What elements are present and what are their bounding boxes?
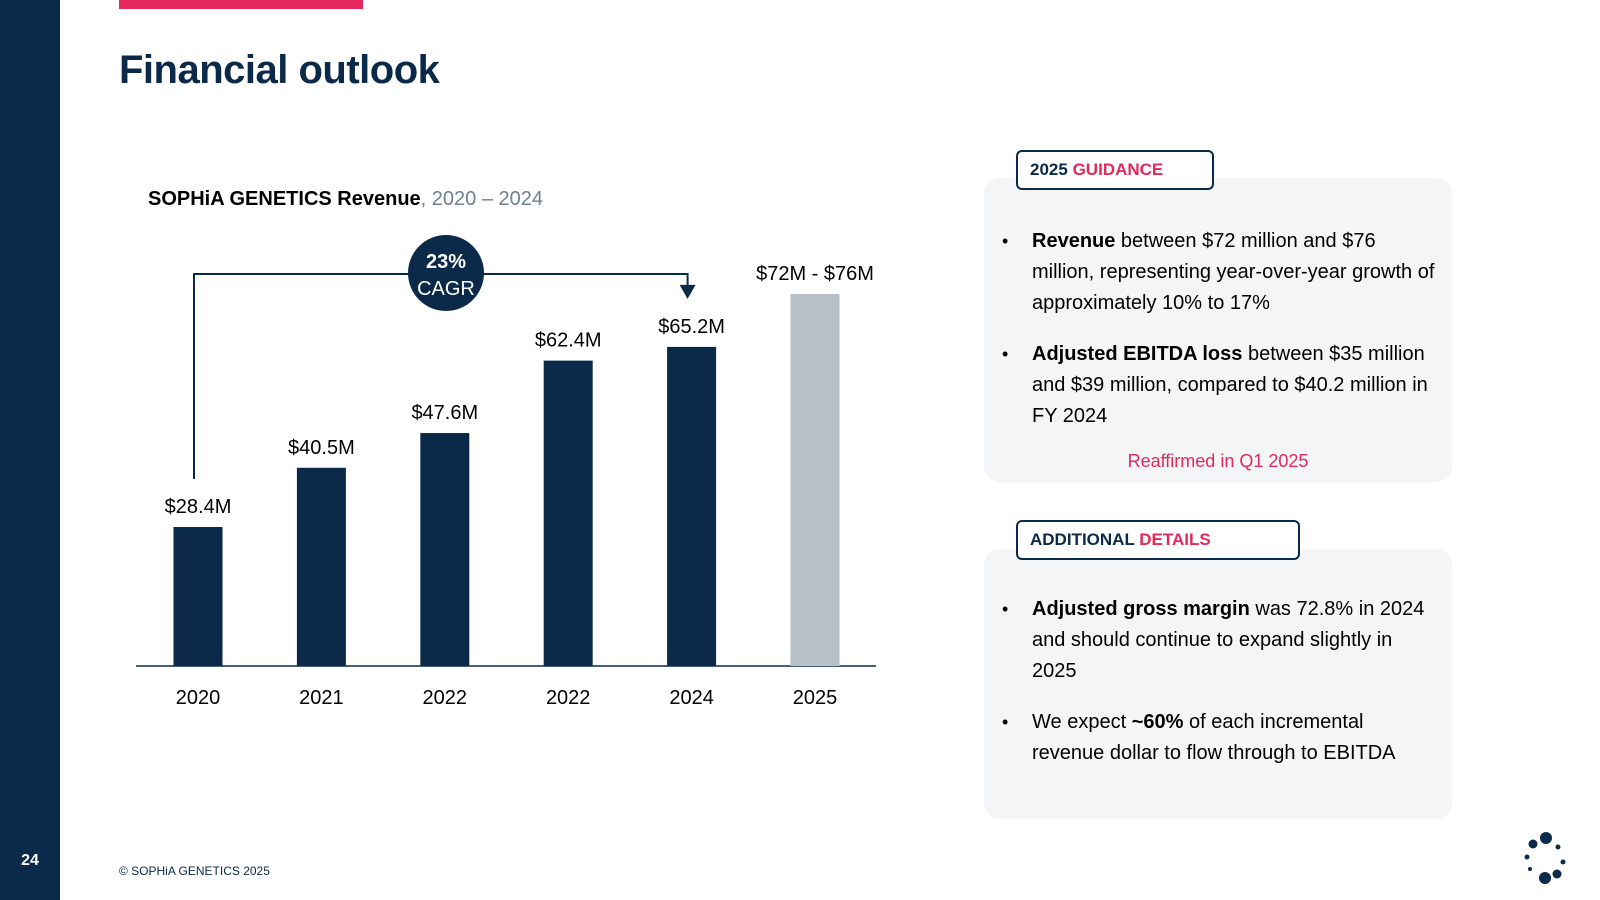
guidance-card [984, 178, 1452, 482]
guidance-bullet-ebitda: • Adjusted EBITDA loss between $35 milli… [1000, 339, 1440, 432]
bar-2022-3 [543, 360, 593, 666]
x-tick-label: 2020 [176, 687, 221, 709]
details-bullet-pre: We expect [1032, 711, 1132, 733]
x-tick-label: 2022 [546, 687, 591, 709]
cagr-badge-circle [408, 235, 484, 311]
details-bullet-list: • Adjusted gross margin was 72.8% in 202… [1000, 594, 1440, 789]
bullet-dot-icon: • [1002, 344, 1009, 364]
bar-value-label: $62.4M [535, 330, 602, 352]
chart-title-bold: SOPHiA GENETICS Revenue [148, 188, 421, 210]
guidance-footnote: Reaffirmed in Q1 2025 [1127, 451, 1309, 471]
x-tick-label: 2025 [793, 687, 838, 709]
sophia-genetics-dots-logo-icon [1524, 832, 1566, 884]
bullet-dot-icon: • [1002, 599, 1009, 619]
bar-value-label: $72M - $76M [756, 263, 874, 285]
cagr-label: CAGR [417, 278, 475, 300]
cagr-value: 23% [426, 251, 466, 273]
bar-2021-1 [296, 467, 346, 666]
bar-value-label: $47.6M [411, 402, 478, 424]
x-tick-label: 2024 [669, 687, 714, 709]
guidance-bullet-revenue: • Revenue between $72 million and $76 mi… [1000, 226, 1440, 319]
left-sidebar-band: 24 [0, 0, 60, 900]
guidance-tag-part1: 2025 [1030, 160, 1068, 179]
details-card [984, 549, 1452, 819]
bar-2022-2 [420, 433, 470, 666]
guidance-tag-part2: GUIDANCE [1072, 160, 1164, 179]
guidance-tag: 2025 GUIDANCE [1016, 150, 1214, 190]
guidance-bullet-bold: Revenue [1032, 230, 1116, 252]
details-tag-part2: DETAILS [1139, 530, 1211, 549]
guidance-bullet-text: between $35 million and $39 million, com… [1032, 343, 1428, 427]
chart-title-range: , 2020 – 2024 [420, 188, 543, 210]
cagr-arrow-head-icon [679, 284, 696, 299]
page-number: 24 [21, 852, 39, 869]
details-tag-part1: ADDITIONAL [1030, 530, 1135, 549]
bar-value-label: $40.5M [288, 437, 355, 459]
bar-value-label: $28.4M [165, 496, 232, 518]
bar-2024-4 [667, 346, 717, 666]
x-tick-label: 2021 [299, 687, 344, 709]
details-bullet-flow-through: • We expect ~60% of each incremental rev… [1000, 707, 1440, 769]
page-title: Financial outlook [119, 48, 440, 92]
bullet-dot-icon: • [1002, 231, 1009, 251]
revenue-bar-chart: $28.4M 2020 $40.5M 2021 $47.6M 2022 $62.4M 2022… [136, 235, 876, 709]
copyright-notice: © SOPHiA GENETICS 2025 [119, 864, 270, 878]
details-bullet-bold: Adjusted gross margin [1032, 598, 1250, 620]
guidance-bullet-list: • Revenue between $72 million and $76 mi… [1000, 226, 1440, 452]
bar-value-label: $65.2M [658, 316, 725, 338]
x-tick-label: 2022 [423, 687, 468, 709]
guidance-bullet-text: between $72 million and $76 million, rep… [1032, 230, 1435, 314]
bullet-dot-icon: • [1002, 712, 1009, 732]
details-bullet-bold: ~60% [1131, 711, 1184, 733]
title-accent-bar [119, 0, 363, 9]
details-bullet-text: was 72.8% in 2024 and should continue to… [1032, 598, 1425, 682]
guidance-bullet-bold: Adjusted EBITDA loss [1032, 343, 1243, 365]
bar-2020-0 [173, 527, 223, 666]
chart-title: SOPHiA GENETICS Revenue, 2020 – 2024 [148, 188, 543, 211]
bar-2025-5 [790, 294, 840, 666]
details-tag: ADDITIONAL DETAILS [1016, 520, 1300, 560]
details-bullet-text: of each incremental revenue dollar to fl… [1032, 711, 1396, 764]
details-bullet-gross-margin: • Adjusted gross margin was 72.8% in 202… [1000, 594, 1440, 687]
